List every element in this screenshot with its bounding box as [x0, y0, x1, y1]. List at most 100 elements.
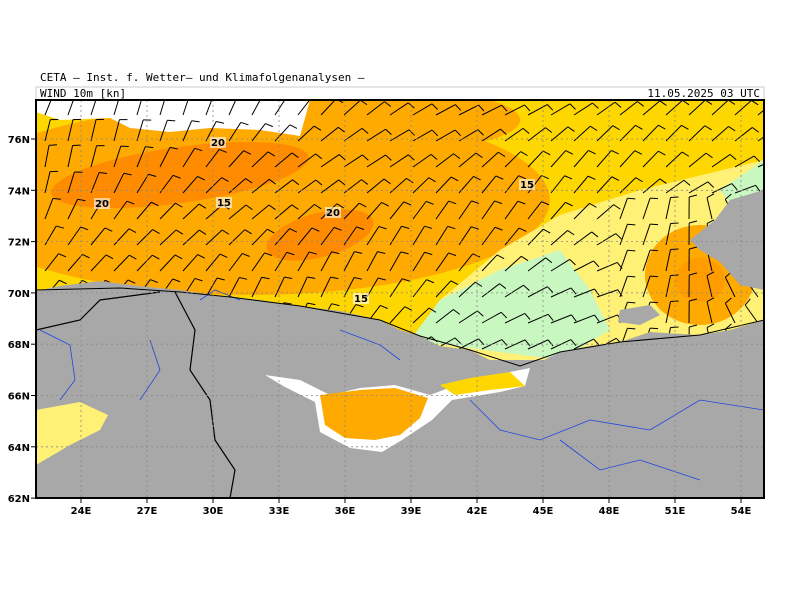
barb-staff	[251, 252, 265, 272]
barb-staff	[228, 277, 240, 298]
barb-flag	[627, 249, 636, 252]
barb-staff	[481, 311, 502, 324]
barb-staff	[67, 254, 83, 272]
barb-staff	[481, 254, 498, 272]
barb-flag	[627, 327, 636, 330]
barb-flag	[658, 124, 666, 130]
barb-staff	[90, 172, 100, 194]
barb-flag	[99, 172, 108, 174]
barb-flag	[454, 337, 462, 344]
barb-staff	[44, 100, 54, 116]
barb-staff	[412, 279, 427, 298]
barb-flag	[286, 251, 295, 256]
barb-staff	[67, 226, 82, 246]
barb-staff	[343, 202, 360, 220]
barb-staff	[182, 120, 193, 142]
barb-staff	[435, 309, 454, 324]
barb-flag	[216, 121, 225, 124]
barb-staff	[711, 154, 731, 168]
barb-flag	[243, 150, 252, 155]
barb-flag	[478, 338, 485, 346]
barb-flag	[547, 286, 554, 293]
barb-flag	[82, 253, 90, 259]
barb-flag	[80, 226, 89, 231]
barb-staff	[481, 226, 496, 246]
barb-staff	[596, 204, 614, 220]
barb-flag	[448, 252, 457, 257]
barb-flag	[776, 129, 782, 134]
barb-flag	[169, 146, 178, 150]
barb-flag	[385, 128, 392, 136]
barb-flag	[612, 125, 620, 131]
barb-staff	[504, 200, 519, 220]
barb-staff	[159, 229, 177, 246]
barb-staff	[573, 150, 589, 168]
barb-flag	[725, 193, 732, 200]
barb-flag	[400, 251, 409, 255]
no-data	[36, 100, 310, 136]
barb-flag	[689, 324, 698, 328]
barb-flag	[267, 151, 276, 157]
lat-label: 76N	[8, 135, 30, 146]
barb-flag	[627, 301, 636, 304]
barb-staff	[366, 202, 382, 220]
barb-staff	[706, 301, 713, 324]
barb-staff	[550, 339, 572, 350]
barb-flag	[378, 226, 387, 230]
barb-staff	[320, 100, 337, 116]
barb-flag	[380, 305, 388, 309]
barb-staff	[113, 254, 130, 272]
barb-staff	[757, 157, 764, 168]
barb-flag	[524, 313, 531, 320]
barb-flag	[426, 279, 435, 284]
barb-staff	[320, 251, 333, 272]
barb-staff	[67, 171, 75, 194]
barb-flag	[779, 187, 783, 194]
barb-flag	[430, 153, 438, 160]
barb-flag	[650, 223, 659, 226]
barb-staff	[458, 338, 479, 350]
barb-flag	[500, 128, 507, 135]
barb-flag	[517, 200, 526, 205]
barb-flag	[547, 339, 554, 347]
barb-staff	[274, 179, 293, 194]
barb-flag	[377, 277, 386, 281]
barb-staff	[596, 233, 617, 246]
barb-staff	[435, 200, 450, 220]
barb-staff	[504, 127, 524, 142]
barb-staff	[665, 100, 683, 116]
barb-flag	[453, 309, 461, 315]
barb-flag	[52, 197, 61, 200]
barb-flag	[689, 298, 698, 302]
barb-staff	[504, 284, 524, 298]
barb-flag	[706, 271, 715, 277]
barb-staff	[642, 198, 651, 220]
barb-staff	[228, 204, 247, 220]
barb-flag	[545, 127, 553, 133]
barb-staff	[366, 226, 380, 246]
barb-staff	[136, 100, 144, 116]
barb-staff	[205, 100, 215, 116]
lon-label: 39E	[401, 506, 422, 517]
barb-staff	[136, 146, 146, 168]
barb-flag	[542, 150, 551, 156]
barb-staff	[297, 251, 310, 272]
barb-flag	[689, 246, 698, 250]
barb-staff	[665, 151, 683, 168]
barb-staff	[251, 277, 263, 298]
barb-staff	[274, 100, 288, 116]
barb-flag	[706, 297, 715, 303]
barb-flag	[148, 173, 157, 177]
barb-flag	[245, 204, 253, 211]
barb-staff	[642, 276, 651, 298]
barb-staff	[573, 260, 594, 272]
contour-label-bg	[94, 198, 110, 209]
barb-flag	[267, 228, 275, 234]
barb-flag	[307, 276, 316, 279]
barb-flag	[428, 307, 437, 313]
barb-staff	[665, 197, 672, 220]
barb-staff	[274, 152, 293, 168]
labels: 24E 27E 30E 33E 36E 39E 42E 45E 48E 51E 54E 76N 74N 7…	[8, 135, 752, 517]
barb-staff	[113, 145, 122, 168]
barb-flag	[475, 152, 483, 159]
